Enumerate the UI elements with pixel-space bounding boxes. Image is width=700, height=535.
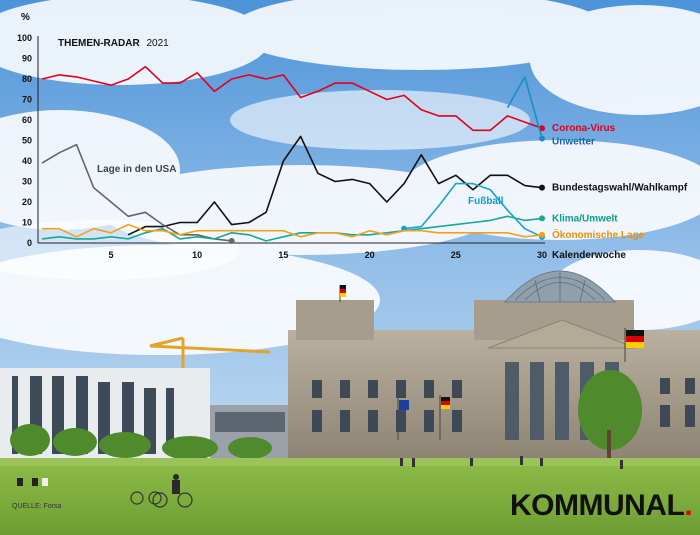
y-tick-label: 70 xyxy=(22,95,32,105)
chart-title-year: 2021 xyxy=(146,38,169,49)
y-tick-label: 80 xyxy=(22,74,32,84)
chart-title: THEMEN-RADAR 2021 xyxy=(58,38,169,49)
y-tick-label: 60 xyxy=(22,115,32,125)
x-tick-labels: 5 10 15 20 25 30 xyxy=(108,250,547,260)
series-label-fu-ball: Fußball xyxy=(468,196,504,207)
brand-logo: KOMMUNAL. xyxy=(510,489,693,523)
series-line-konomische-lage xyxy=(42,223,543,238)
x-tick-label: 5 xyxy=(108,250,113,260)
chart-title-main: THEMEN-RADAR xyxy=(58,38,140,49)
x-tick-label: 10 xyxy=(192,250,202,260)
x-tick-label: 25 xyxy=(451,250,461,260)
series-end-marker-corona-virus xyxy=(539,125,545,132)
y-tick-label: 50 xyxy=(22,136,32,146)
y-tick-label: 30 xyxy=(22,177,32,187)
series-label-konomische-lage: Ökonomische Lage xyxy=(552,228,645,241)
series-line-bundestagswahl-wahlkampf xyxy=(127,135,543,236)
line-chart: % 0 10 20 30 40 50 60 70 80 90 100 5 10 15 20 25 30 Kal… xyxy=(17,12,688,261)
series-line-unwetter xyxy=(506,76,543,139)
brand-dot: . xyxy=(684,489,693,522)
series-labels: Corona-Virus Unwetter Bundestagswahl/Wahlk… xyxy=(97,123,688,241)
x-tick-label: 30 xyxy=(537,250,547,260)
series-end-marker-bundestagswahl-wahlkampf xyxy=(539,184,545,191)
series-end-marker-klima-umwelt xyxy=(539,215,545,222)
series-line-klima-umwelt xyxy=(41,215,543,242)
y-tick-label: 0 xyxy=(27,238,32,248)
series-end-marker-lage-in-den-usa xyxy=(228,237,235,244)
y-tick-label: 90 xyxy=(22,54,32,64)
series-label-lage-in-den-usa: Lage in den USA xyxy=(97,164,176,175)
source-note: QUELLE: Forsa xyxy=(12,503,62,510)
y-tick-label: 10 xyxy=(22,218,32,228)
y-tick-labels: 0 10 20 30 40 50 60 70 80 90 100 xyxy=(17,33,32,248)
series-label-unwetter: Unwetter xyxy=(552,136,595,147)
y-tick-label: 100 xyxy=(17,33,32,43)
x-tick-label: 15 xyxy=(278,250,288,260)
brand-name: KOMMUNAL xyxy=(510,489,685,522)
series-end-marker-unwetter xyxy=(539,135,545,142)
x-tick-label: 20 xyxy=(365,250,375,260)
y-axis-unit: % xyxy=(21,12,30,23)
series-label-klima-umwelt: Klima/Umwelt xyxy=(552,213,618,224)
series-line-lage-in-den-usa xyxy=(41,143,232,242)
series-layer xyxy=(41,65,545,244)
series-line-fu-ball xyxy=(404,182,543,238)
series-end-marker-konomische-lage xyxy=(539,231,545,238)
y-tick-label: 20 xyxy=(22,197,32,207)
y-tick-label: 40 xyxy=(22,156,32,166)
series-label-corona-virus: Corona-Virus xyxy=(552,123,616,134)
series-label-bundestagswahl-wahlkampf: Bundestagswahl/Wahlkampf xyxy=(552,183,688,194)
series-line-corona-virus xyxy=(41,65,543,132)
x-axis-label: Kalenderwoche xyxy=(552,250,626,261)
